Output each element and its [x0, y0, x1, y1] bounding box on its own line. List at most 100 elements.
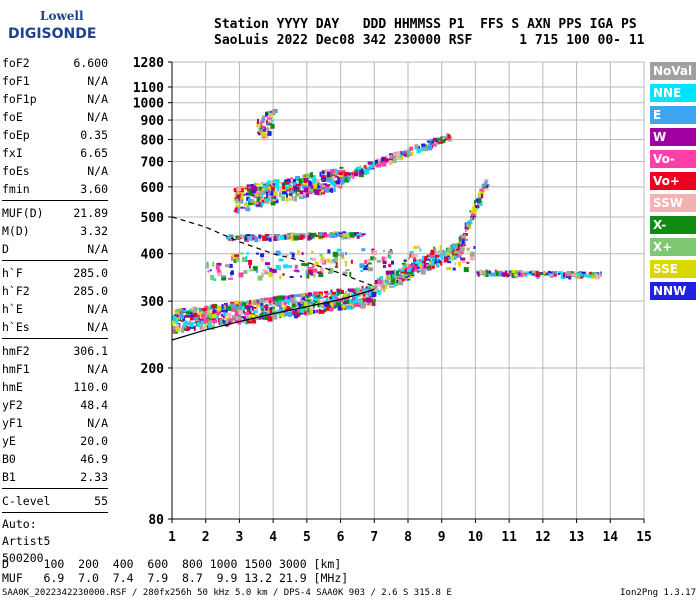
echo-point: [575, 273, 579, 278]
echo-point: [247, 303, 252, 308]
echo-point: [428, 145, 433, 151]
echo-point: [246, 196, 250, 201]
echo-point: [435, 259, 441, 264]
echo-point: [258, 234, 262, 239]
echo-point: [256, 252, 259, 255]
echo-point: [400, 268, 402, 272]
echo-point: [421, 143, 426, 147]
echo-point: [513, 273, 517, 277]
echo-point: [293, 196, 297, 202]
echo-point: [310, 271, 314, 276]
echo-point: [324, 234, 329, 238]
echo-point: [231, 307, 237, 312]
echo-point: [183, 310, 187, 313]
echo-point: [284, 299, 290, 304]
y-tick-label: 400: [141, 248, 165, 263]
echo-point: [231, 315, 236, 321]
echo-point: [405, 263, 409, 268]
echo-point: [190, 311, 193, 316]
echo-point: [477, 195, 481, 199]
echo-point: [285, 186, 291, 190]
echo-point: [237, 315, 242, 321]
echo-point: [356, 233, 362, 236]
echo-point: [328, 305, 331, 308]
legend-item-xminus: X-: [650, 216, 696, 234]
echo-point: [588, 271, 592, 276]
echo-point: [284, 234, 287, 240]
echo-point: [453, 250, 459, 254]
echo-point: [234, 194, 240, 200]
echo-point: [386, 277, 391, 281]
echo-point: [390, 279, 394, 283]
echo-point: [237, 237, 242, 240]
echo-point: [237, 191, 240, 195]
echo-point: [388, 160, 393, 166]
echo-point: [273, 298, 279, 302]
legend-item-sse: SSE: [650, 260, 696, 278]
echo-point: [282, 185, 286, 191]
x-tick-label: 1: [168, 530, 176, 545]
echo-point: [246, 234, 251, 236]
echo-point: [227, 312, 232, 317]
echo-point: [444, 256, 448, 259]
echo-point: [333, 294, 337, 300]
echo-point: [261, 117, 266, 121]
echo-point: [263, 184, 269, 188]
x-tick-label: 15: [636, 530, 652, 545]
echo-point: [398, 276, 404, 279]
echo-point: [282, 191, 288, 195]
echo-point: [202, 307, 208, 311]
echo-point: [328, 184, 331, 186]
echo-point: [339, 176, 344, 179]
echo-point: [490, 272, 496, 277]
echo-point: [305, 190, 308, 195]
echo-point: [239, 190, 245, 194]
echo-point: [265, 187, 270, 192]
echo-point: [310, 257, 312, 260]
echo-point: [376, 289, 381, 293]
echo-point: [217, 306, 222, 312]
echo-point: [522, 272, 526, 276]
echo-point: [235, 256, 240, 262]
echo-point: [422, 255, 424, 261]
echo-point: [262, 236, 267, 241]
echo-point: [317, 303, 320, 308]
echo-point: [416, 245, 420, 249]
echo-point: [257, 118, 259, 124]
echo-point: [310, 235, 315, 239]
echo-point: [485, 269, 488, 272]
param-separator: [2, 200, 108, 201]
echo-point: [312, 257, 316, 261]
echo-point: [266, 122, 272, 125]
echo-point: [303, 311, 309, 315]
x-tick-label: 2: [202, 530, 210, 545]
echo-point: [291, 195, 294, 201]
echo-point: [261, 135, 266, 138]
echo-point: [341, 234, 346, 240]
echo-point: [459, 234, 463, 239]
echo-point: [352, 303, 355, 309]
echo-point: [349, 290, 355, 293]
header-line-2: SaoLuis 2022 Dec08 342 230000 RSF 1 715 …: [214, 33, 645, 48]
echo-point: [383, 158, 389, 163]
echo-point: [470, 210, 476, 213]
echo-point: [336, 180, 340, 185]
echo-point: [402, 264, 407, 268]
echo-point: [208, 317, 212, 321]
echo-point: [246, 252, 250, 255]
param-row-foe: foE N/A: [2, 108, 108, 126]
echo-point: [371, 164, 377, 167]
echo-point: [256, 306, 259, 311]
echo-point: [228, 321, 231, 325]
echo-point: [291, 303, 296, 308]
echo-point: [307, 308, 311, 313]
echo-point: [262, 298, 265, 303]
param-row-fof1p: foF1p N/A: [2, 90, 108, 108]
echo-point: [268, 234, 274, 238]
echo-point: [321, 170, 325, 173]
echo-point: [505, 270, 508, 275]
echo-point: [174, 316, 180, 320]
echo-point: [261, 188, 265, 192]
echo-point: [323, 291, 328, 294]
echo-point: [409, 146, 414, 151]
